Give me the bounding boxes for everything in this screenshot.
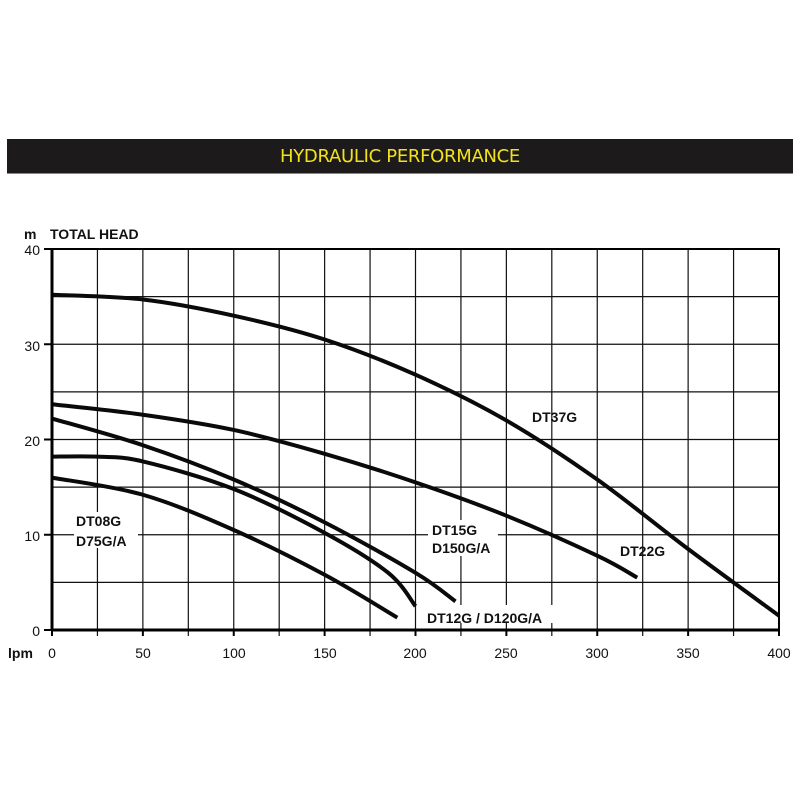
x-tick-250: 250 (494, 645, 518, 661)
y-tick-10: 10 (24, 528, 40, 544)
curve-dt22g (51, 402, 639, 580)
y-tick-40: 40 (24, 242, 40, 258)
y-tick-30: 30 (24, 338, 40, 354)
curve-dt15g (51, 416, 457, 604)
x-tick-400: 400 (767, 645, 791, 661)
y-tick-0: 0 (32, 623, 40, 639)
x-tick-0: 0 (48, 645, 56, 661)
x-tick-350: 350 (676, 645, 700, 661)
curve-dt12g (51, 454, 418, 608)
chart-title: HYDRAULIC PERFORMANCE (280, 145, 520, 167)
y-axis-title: TOTAL HEAD (50, 226, 139, 242)
x-tick-300: 300 (585, 645, 609, 661)
pump-curves (51, 292, 781, 620)
x-tick-150: 150 (313, 645, 337, 661)
label-dt22g: DT22G (620, 543, 665, 559)
grid-lines (52, 249, 779, 636)
label-dt37g: DT37G (532, 409, 577, 425)
x-tick-200: 200 (403, 645, 427, 661)
label-d75ga: D75G/A (76, 533, 127, 549)
chart-title-bar: HYDRAULIC PERFORMANCE (7, 139, 793, 174)
y-tick-20: 20 (24, 433, 40, 449)
x-tick-50: 50 (135, 645, 151, 661)
curve-dt08g (51, 475, 399, 620)
label-dt12g: DT12G / D120G/A (427, 610, 542, 626)
curve-dt37g (51, 292, 781, 618)
label-dt15g: DT15G (432, 522, 477, 538)
label-dt08g: DT08G (76, 513, 121, 529)
x-tick-100: 100 (222, 645, 246, 661)
x-unit-label: lpm (8, 645, 33, 661)
y-unit-label: m (24, 226, 36, 242)
label-d150ga: D150G/A (432, 540, 490, 556)
axes (44, 248, 780, 636)
